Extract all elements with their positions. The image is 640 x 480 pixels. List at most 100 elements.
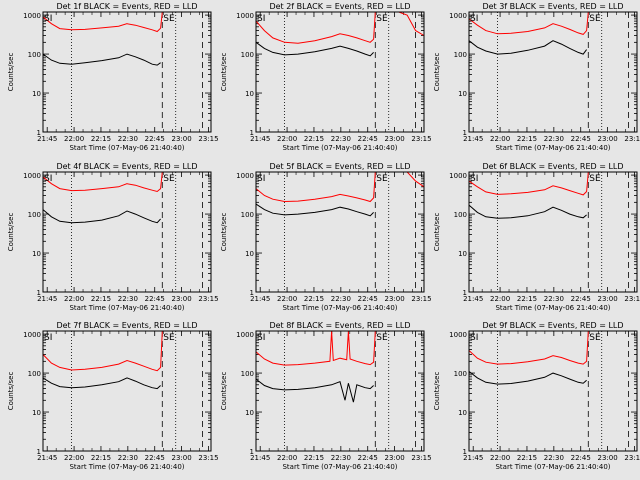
x-axis-label: Start Time (07-May-06 21:40:40) (495, 144, 610, 152)
annotation-se: SE (163, 333, 175, 343)
series-events-line (42, 377, 161, 390)
annotation-se: SE (376, 174, 388, 184)
x-tick-label: 22:00 (277, 295, 297, 303)
plot-frame (42, 11, 212, 133)
series-lld-line (468, 330, 590, 365)
x-tick-label: 22:15 (517, 295, 537, 303)
y-tick-label: 10 (32, 90, 41, 98)
x-tick-label: 22:00 (64, 454, 84, 462)
x-tick-label: 21:45 (250, 454, 270, 462)
x-tick-label: 22:30 (118, 295, 138, 303)
x-tick-label: 23:15 (198, 295, 218, 303)
x-axis-label: Start Time (07-May-06 21:40:40) (69, 144, 184, 152)
y-tick-label: 1000 (236, 172, 254, 180)
annotation-si: SI (470, 14, 478, 24)
panel-4: Det 4f BLACK = Events, RED = LLD 1 10 100 10… (7, 162, 219, 312)
y-axis-label: Counts/sec (220, 372, 228, 411)
y-tick-label: 10 (458, 90, 467, 98)
x-axis-label: Start Time (07-May-06 21:40:40) (495, 304, 610, 312)
panel-title: Det 9f BLACK = Events, RED = LLD (482, 321, 623, 330)
y-tick-label: 10 (32, 250, 41, 258)
panel-title: Det 5f BLACK = Events, RED = LLD (269, 162, 410, 171)
x-tick-label: 23:15 (411, 454, 431, 462)
x-tick-label: 22:45 (358, 295, 378, 303)
x-axis-label: Start Time (07-May-06 21:40:40) (282, 463, 397, 471)
panel-title: Det 3f BLACK = Events, RED = LLD (482, 2, 623, 11)
y-tick-label: 10 (245, 409, 254, 417)
y-axis-label: Counts/sec (7, 372, 15, 411)
x-tick-label: 23:15 (624, 454, 640, 462)
y-tick-label: 1 (37, 129, 41, 137)
y-tick-label: 1000 (23, 172, 41, 180)
y-tick-label: 100 (241, 51, 254, 59)
series-events-line (255, 203, 374, 217)
x-tick-label: 23:00 (598, 135, 618, 143)
panel-1: Det 1f BLACK = Events, RED = LLD 1 10 100 10… (7, 2, 219, 152)
y-axis-label: Counts/sec (7, 53, 15, 92)
annotation-si: SI (470, 333, 478, 343)
x-axis-label: Start Time (07-May-06 21:40:40) (69, 304, 184, 312)
y-tick-label: 1000 (236, 12, 254, 20)
x-tick-label: 23:15 (411, 135, 431, 143)
panel-5: Det 5f BLACK = Events, RED = LLD 1 10 100 10… (220, 162, 432, 312)
x-tick-label: 23:15 (624, 295, 640, 303)
plot-frame (42, 330, 212, 452)
y-tick-label: 1000 (449, 331, 467, 339)
y-tick-label: 1 (250, 448, 254, 456)
series-lld-line (42, 11, 164, 33)
panel-title: Det 6f BLACK = Events, RED = LLD (482, 162, 623, 171)
x-tick-label: 22:45 (145, 295, 165, 303)
y-axis-label: Counts/sec (7, 213, 15, 252)
x-axis-label: Start Time (07-May-06 21:40:40) (495, 463, 610, 471)
series-events-line (42, 209, 161, 224)
x-tick-label: 22:00 (490, 135, 510, 143)
x-tick-label: 23:00 (172, 295, 192, 303)
x-tick-label: 22:45 (358, 135, 378, 143)
y-tick-label: 1 (463, 289, 467, 297)
y-tick-label: 1000 (449, 12, 467, 20)
x-tick-label: 21:45 (463, 454, 483, 462)
x-axis-label: Start Time (07-May-06 21:40:40) (282, 144, 397, 152)
y-tick-label: 10 (458, 409, 467, 417)
panel-title: Det 4f BLACK = Events, RED = LLD (56, 162, 197, 171)
x-tick-label: 23:00 (598, 295, 618, 303)
x-tick-label: 23:00 (172, 454, 192, 462)
x-tick-label: 21:45 (37, 295, 57, 303)
x-tick-label: 23:15 (624, 135, 640, 143)
y-axis-label: Counts/sec (220, 53, 228, 92)
y-tick-label: 1 (463, 129, 467, 137)
annotation-si: SI (44, 174, 52, 184)
plot-frame (255, 11, 425, 133)
x-tick-label: 22:15 (304, 295, 324, 303)
y-tick-label: 1 (250, 289, 254, 297)
x-tick-label: 22:00 (277, 135, 297, 143)
x-tick-label: 23:15 (198, 135, 218, 143)
x-tick-label: 22:30 (544, 295, 564, 303)
plot-frame (468, 11, 638, 133)
x-tick-label: 21:45 (37, 454, 57, 462)
x-tick-label: 22:45 (571, 135, 591, 143)
x-tick-label: 23:15 (198, 454, 218, 462)
x-tick-label: 22:45 (145, 454, 165, 462)
x-tick-label: 22:30 (118, 454, 138, 462)
series-events-line (468, 204, 587, 219)
annotation-se: SE (589, 14, 601, 24)
annotation-si: SI (257, 333, 265, 343)
y-tick-label: 100 (454, 51, 467, 59)
x-tick-label: 22:15 (517, 454, 537, 462)
y-tick-label: 1 (250, 129, 254, 137)
x-tick-label: 22:30 (544, 454, 564, 462)
panel-9: Det 9f BLACK = Events, RED = LLD 1 10 100 10… (433, 321, 640, 471)
plot-frame (42, 171, 212, 293)
series-events-line (255, 378, 374, 403)
x-tick-label: 23:00 (598, 454, 618, 462)
plot-frame (468, 171, 638, 293)
x-tick-label: 23:00 (385, 454, 405, 462)
annotation-se: SE (589, 174, 601, 184)
annotation-si: SI (257, 174, 265, 184)
x-axis-label: Start Time (07-May-06 21:40:40) (69, 463, 184, 471)
y-tick-label: 10 (245, 250, 254, 258)
x-tick-label: 22:15 (304, 454, 324, 462)
